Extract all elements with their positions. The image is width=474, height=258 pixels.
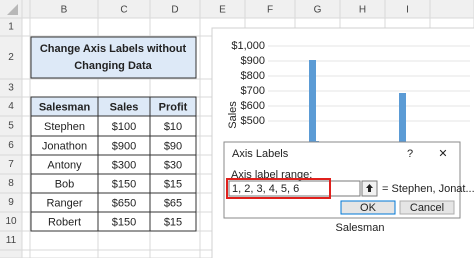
y-axis-label: $1,000 [231, 40, 265, 52]
row-header[interactable]: 10 [5, 216, 17, 227]
table-cell [149, 211, 197, 232]
row-header[interactable]: 2 [8, 52, 14, 63]
table-cell-text: $65 [164, 197, 182, 209]
table-cell-text: Ranger [46, 197, 82, 209]
row-header[interactable]: 4 [8, 101, 14, 112]
table-cell-text: $650 [112, 197, 136, 209]
y-axis-label: $800 [241, 70, 265, 82]
input-highlight [226, 178, 331, 199]
ok-button[interactable] [340, 200, 396, 215]
field-label: Axis label range: [231, 169, 312, 181]
column-header[interactable]: B [61, 5, 68, 16]
preview-text: = Stephen, Jonat... [382, 183, 474, 195]
table-cell-text: Robert [48, 216, 81, 228]
y-axis-label: $600 [241, 100, 265, 112]
row-header[interactable]: 7 [8, 159, 14, 170]
range-input-text: 1, 2, 3, 4, 5, 6 [232, 183, 299, 195]
table-cell-text: $100 [112, 121, 136, 133]
row-header[interactable]: 1 [8, 22, 14, 33]
column-header[interactable]: H [359, 5, 366, 16]
row-header[interactable]: 11 [6, 235, 17, 246]
table-cell-text: $10 [164, 121, 182, 133]
row-header[interactable]: 6 [8, 140, 14, 151]
select-all-corner[interactable] [7, 4, 18, 15]
column-header-bar [0, 0, 474, 18]
table-cell-text: Stephen [44, 121, 85, 133]
help-button[interactable]: ? [407, 148, 413, 160]
table-cell-text: $900 [112, 140, 136, 152]
table-header-text: Salesman [39, 101, 91, 113]
ok-label: OK [360, 202, 377, 214]
y-axis-label: $500 [241, 115, 265, 127]
table-cell-text: $15 [164, 178, 182, 190]
close-button[interactable]: ✕ [438, 148, 447, 160]
x-axis-title: Salesman [336, 222, 385, 234]
table-cell-text: Jonathon [42, 140, 87, 152]
table-header-text: Sales [110, 101, 139, 113]
table-cell-text: $150 [112, 216, 136, 228]
table-cell-text: $15 [164, 216, 182, 228]
title-line: Change Axis Labels without [40, 43, 187, 55]
table-cell-text: Antony [47, 159, 82, 171]
cancel-button[interactable] [399, 200, 455, 215]
table-cell-text: $300 [112, 159, 136, 171]
dialog-title: Axis Labels [232, 148, 289, 160]
column-header[interactable]: C [120, 5, 127, 16]
column-bar [399, 93, 406, 150]
row-header[interactable]: 9 [8, 197, 14, 208]
column-header[interactable]: G [314, 5, 322, 16]
column-header[interactable]: D [171, 5, 178, 16]
title-box [30, 36, 197, 79]
column-header[interactable]: E [219, 5, 226, 16]
table-cell-text: $30 [164, 159, 182, 171]
table-cell-text: $90 [164, 140, 182, 152]
column-header[interactable]: F [267, 5, 273, 16]
table-cell-text: Bob [55, 178, 75, 190]
row-header[interactable]: 5 [8, 121, 14, 132]
column-bar [309, 60, 316, 150]
cancel-label: Cancel [410, 202, 444, 214]
y-axis-title: Sales [227, 101, 239, 129]
y-axis-label: $700 [241, 85, 265, 97]
table-header-text: Profit [159, 101, 188, 113]
title-line: Changing Data [74, 60, 152, 72]
y-axis-label: $900 [241, 55, 265, 67]
table-cell-text: $150 [112, 178, 136, 190]
collapse-icon [366, 184, 373, 192]
row-header[interactable]: 8 [8, 178, 14, 189]
range-input[interactable] [228, 180, 361, 197]
row-header[interactable]: 3 [8, 83, 14, 94]
column-header[interactable]: I [406, 5, 409, 16]
